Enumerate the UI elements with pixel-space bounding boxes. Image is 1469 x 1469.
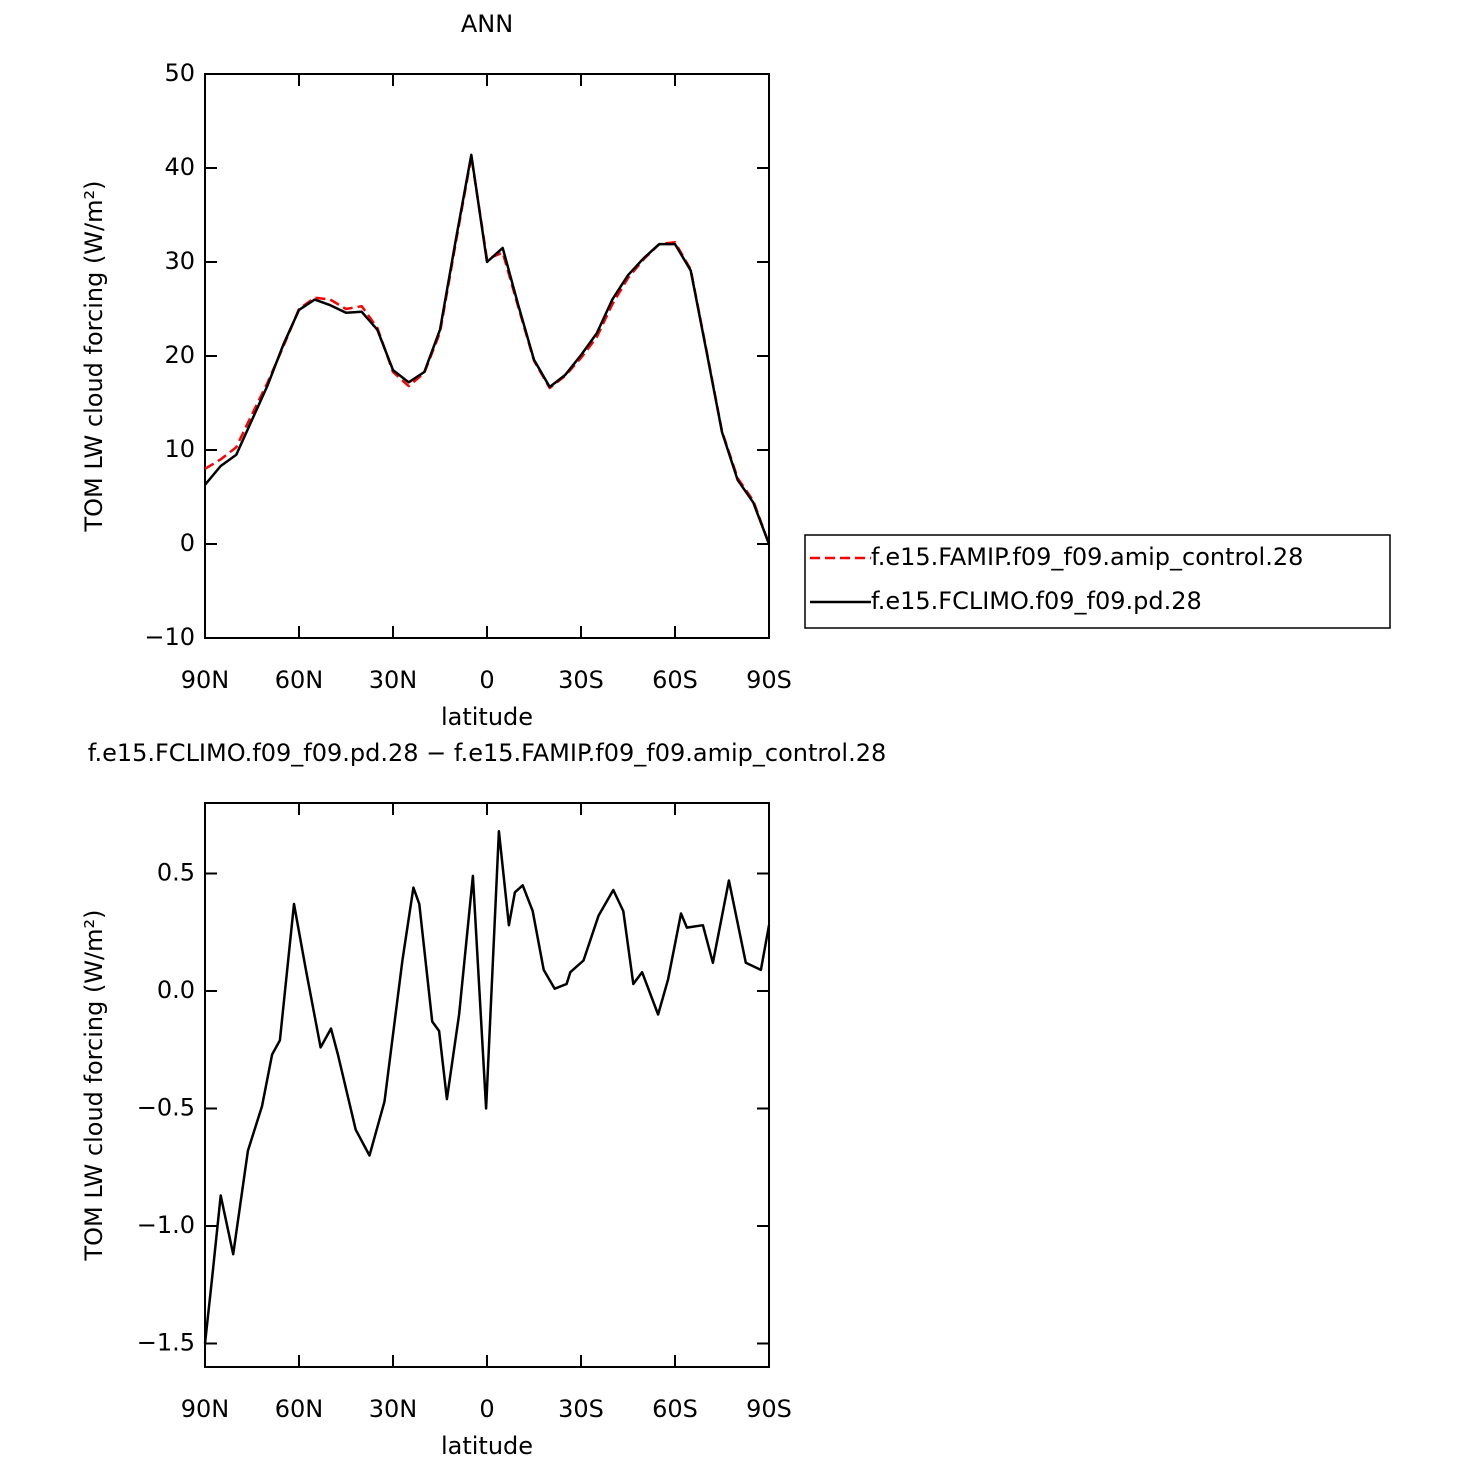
x-tick-label: 60S	[652, 1395, 698, 1423]
y-tick-label: −1.0	[137, 1211, 195, 1239]
legend-box	[804, 534, 1391, 629]
x-tick-label: 0	[479, 666, 494, 694]
y-axis-label: TOM LW cloud forcing (W/m²)	[80, 181, 108, 533]
x-tick-label: 60N	[275, 666, 324, 694]
x-tick-label: 90N	[181, 1395, 230, 1423]
legend-label: f.e15.FAMIP.f09_f09.amip_control.28	[871, 543, 1303, 571]
y-tick-label: −1.5	[137, 1329, 195, 1357]
plot-frame	[204, 802, 770, 1368]
x-tick-label: 0	[479, 1395, 494, 1423]
y-axis-label: TOM LW cloud forcing (W/m²)	[80, 910, 108, 1262]
y-tick-label: 0.0	[157, 976, 195, 1004]
data-line	[204, 155, 771, 545]
x-tick-label: 90S	[746, 1395, 792, 1423]
x-tick-label: 90S	[746, 666, 792, 694]
data-line	[204, 153, 771, 545]
data-line	[203, 829, 771, 1344]
y-tick-label: −0.5	[137, 1094, 195, 1122]
plot-frame	[204, 73, 770, 639]
legend-label: f.e15.FCLIMO.f09_f09.pd.28	[871, 587, 1202, 615]
x-tick-label: 30S	[558, 1395, 604, 1423]
y-tick-label: 40	[164, 153, 195, 181]
chart-title: ANN	[461, 10, 513, 38]
y-tick-label: 50	[164, 59, 195, 87]
y-tick-label: −10	[144, 623, 195, 651]
x-tick-label: 30N	[369, 666, 418, 694]
x-tick-label: 60N	[275, 1395, 324, 1423]
y-tick-label: 0.5	[157, 859, 195, 887]
x-tick-label: 60S	[652, 666, 698, 694]
x-tick-label: 30S	[558, 666, 604, 694]
x-tick-label: 30N	[369, 1395, 418, 1423]
y-tick-label: 0	[180, 529, 195, 557]
x-axis-label: latitude	[441, 703, 533, 731]
y-tick-label: 20	[164, 341, 195, 369]
y-tick-label: 10	[164, 435, 195, 463]
chart-title: f.e15.FCLIMO.f09_f09.pd.28 − f.e15.FAMIP…	[88, 739, 887, 767]
x-axis-label: latitude	[441, 1432, 533, 1460]
x-tick-label: 90N	[181, 666, 230, 694]
y-tick-label: 30	[164, 247, 195, 275]
